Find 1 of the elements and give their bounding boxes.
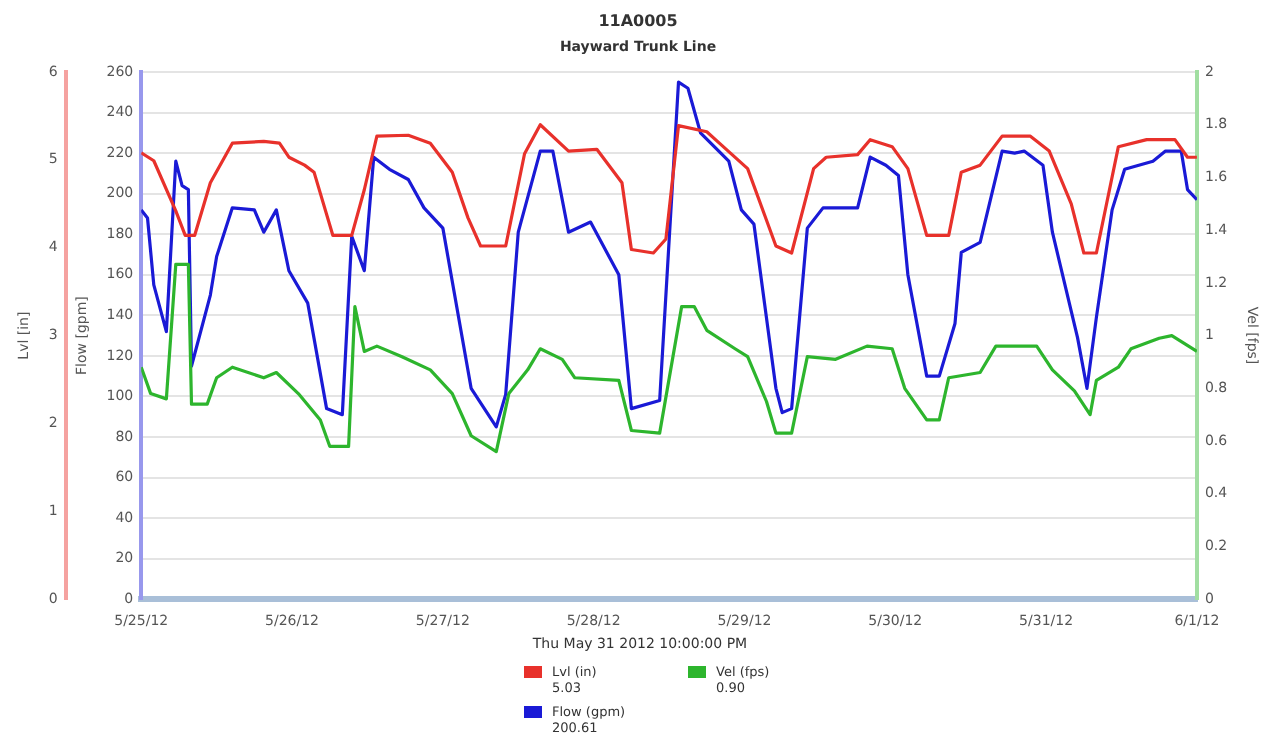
chart-title: 11A0005 xyxy=(598,11,679,30)
